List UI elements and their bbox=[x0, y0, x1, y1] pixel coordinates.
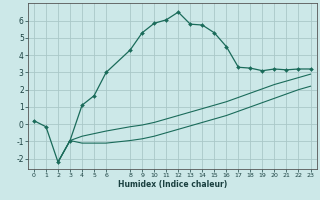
X-axis label: Humidex (Indice chaleur): Humidex (Indice chaleur) bbox=[118, 180, 227, 189]
